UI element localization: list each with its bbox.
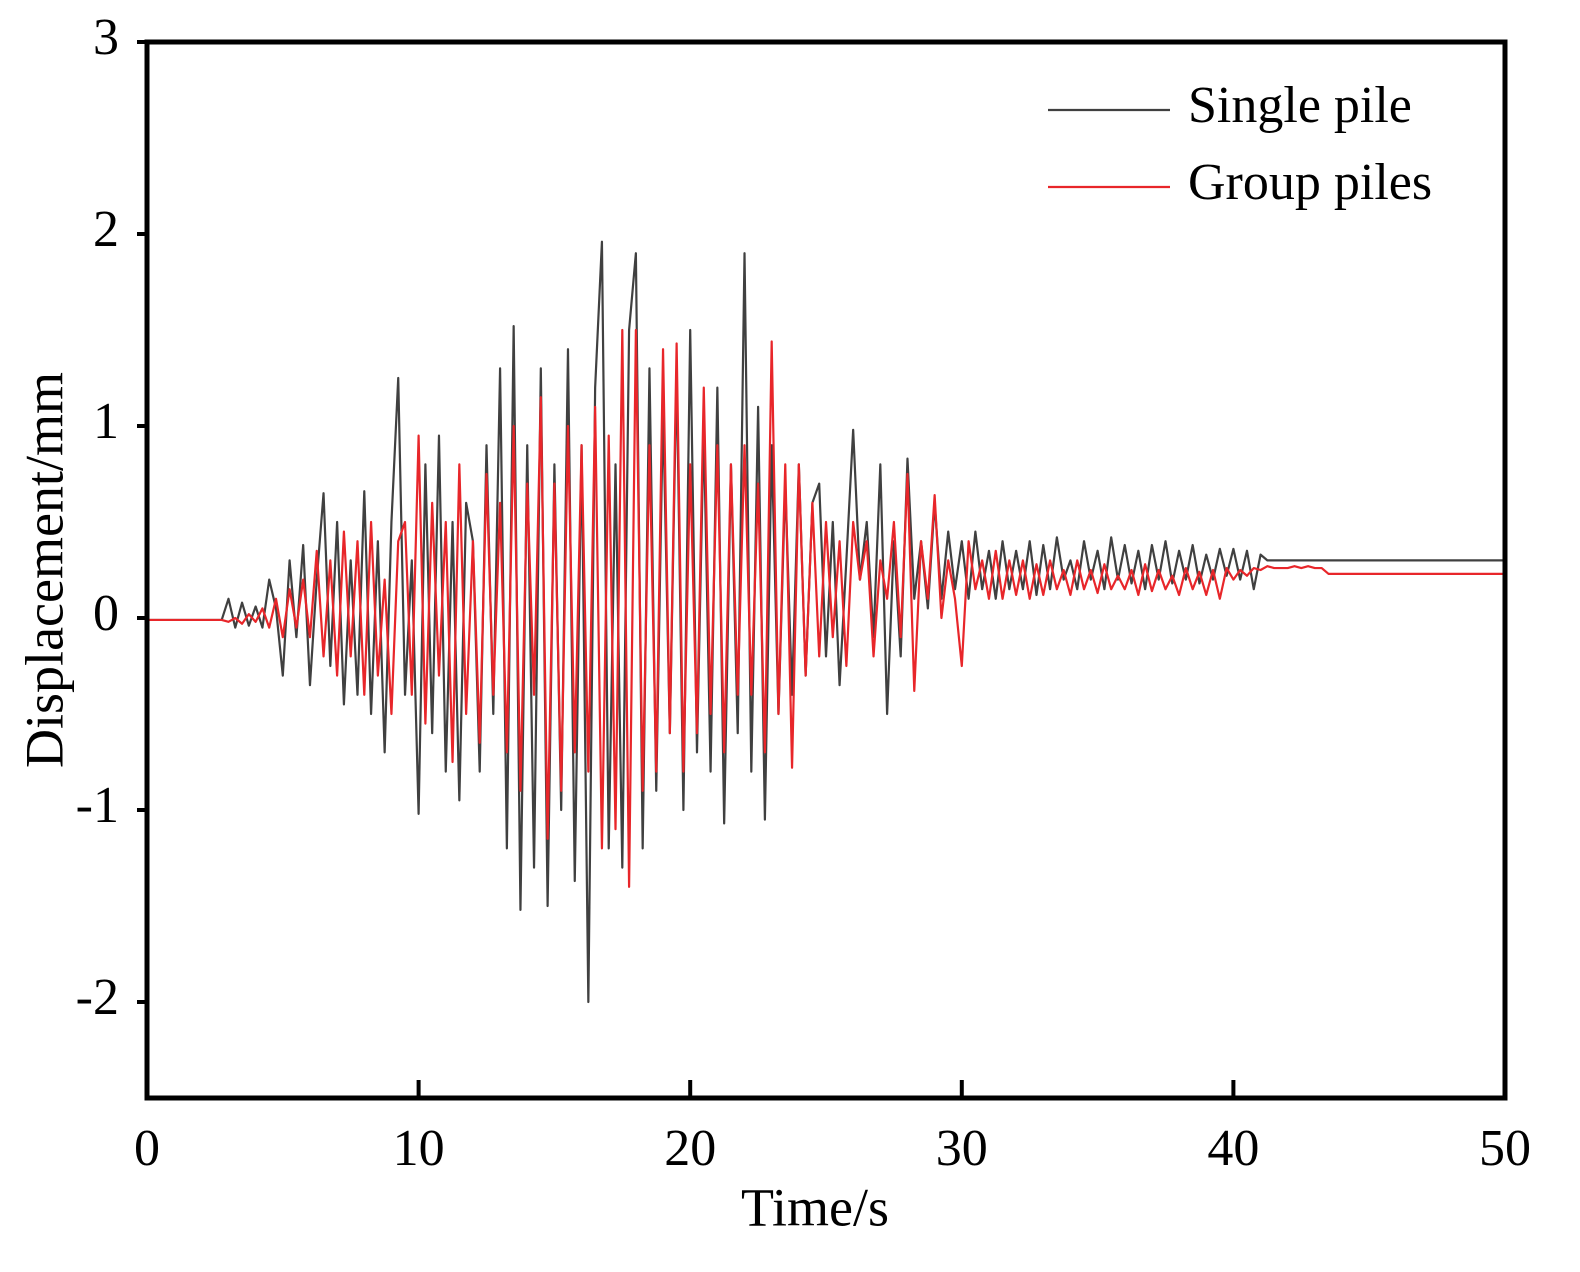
x-tick-label: 40: [1207, 1120, 1259, 1177]
legend-label: Group piles: [1188, 154, 1432, 211]
x-tick-label: 50: [1479, 1120, 1531, 1177]
y-tick-label: 1: [93, 393, 119, 450]
x-tick-label: 0: [134, 1120, 160, 1177]
x-tick-label: 10: [393, 1120, 445, 1177]
data-line: [147, 328, 1505, 888]
y-tick-label: 3: [93, 9, 119, 66]
y-tick-label: 0: [93, 585, 119, 642]
legend-label: Single pile: [1188, 77, 1412, 134]
data-line: [147, 240, 1505, 1004]
x-axis-title: Time/s: [741, 1177, 889, 1237]
plot-frame: [144, 39, 1508, 1101]
y-axis-title: Displacement/mm: [14, 372, 74, 768]
y-tick-label: 2: [93, 201, 119, 258]
x-tick-label: 20: [664, 1120, 716, 1177]
x-tick-label: 30: [936, 1120, 988, 1177]
y-tick-label: -1: [76, 777, 119, 834]
y-tick-label: -2: [76, 969, 119, 1026]
